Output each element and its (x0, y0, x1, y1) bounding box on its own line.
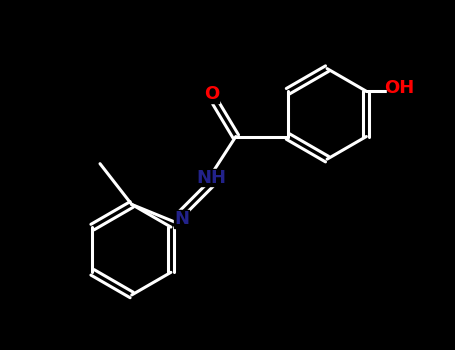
Bar (205, 86, 219, 103)
Bar (174, 210, 189, 228)
Text: N: N (174, 210, 189, 228)
Text: O: O (204, 85, 219, 103)
Bar (387, 79, 412, 96)
Text: NH: NH (196, 169, 226, 187)
Bar (199, 169, 223, 186)
Text: OH: OH (384, 79, 415, 97)
